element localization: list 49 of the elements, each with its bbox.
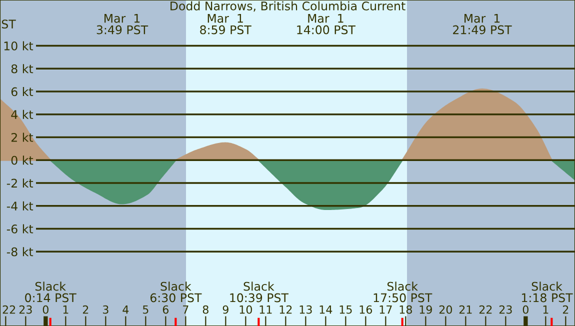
x-tick-label: 22: [479, 305, 492, 314]
x-tick-label: 14: [320, 306, 332, 314]
y-tick-label: -6 kt: [6, 224, 34, 234]
x-tick-label: 17: [380, 306, 392, 314]
x-tick-label: 7: [183, 306, 188, 314]
annotation: Slack 6:30 PST: [150, 282, 202, 302]
x-tick-label: 2: [562, 305, 568, 314]
x-tick-label: 20: [439, 305, 452, 314]
annotation: Slack 17:50 PST: [374, 282, 432, 302]
y-tick-label: 2 kt: [11, 132, 34, 142]
chart-title: Dodd Narrows, British Columbia Current: [170, 1, 406, 12]
y-tick-label: -2 kt: [6, 178, 34, 188]
y-tick-label: 4 kt: [11, 110, 34, 119]
annotation: Slack 0:14 PST: [25, 282, 76, 302]
x-tick-label: 6: [162, 305, 168, 314]
x-tick-label: 19: [420, 305, 432, 314]
x-tick-label: 12: [280, 305, 292, 314]
x-tick-label: 1: [543, 306, 548, 314]
y-tick-label: 10 kt: [4, 41, 34, 50]
x-tick-label: 13: [300, 305, 312, 314]
x-tick-label: 16: [360, 305, 372, 314]
x-tick-label: 0: [42, 305, 48, 314]
x-tick-label: 8: [202, 305, 208, 314]
x-tick-label: 11: [260, 306, 272, 314]
y-tick-label: -4 kt: [6, 201, 34, 210]
annotation: Mar 1 8:59 PST: [200, 14, 252, 34]
x-tick-label: 23: [499, 305, 512, 314]
x-tick-label: 4: [122, 306, 129, 314]
x-tick-label: 18: [400, 305, 412, 314]
y-tick-label: 6 kt: [11, 87, 34, 96]
x-tick-label: 3: [102, 305, 108, 314]
x-tick-label: 0: [522, 305, 528, 314]
y-tick-label: 8 kt: [11, 64, 34, 74]
x-tick-label: 9: [222, 305, 228, 314]
x-tick-label: 23: [19, 305, 32, 314]
x-tick-label: 5: [142, 306, 148, 314]
annotation: Mar 1 14:00 PST: [297, 14, 356, 34]
x-tick-label: 22: [2, 305, 16, 314]
x-tick-label: 1: [63, 306, 68, 314]
x-tick-label: 2: [82, 305, 88, 314]
annotation: Mar 1 3:49 PST: [96, 14, 148, 34]
annotation: Slack 10:39 PST: [230, 282, 288, 302]
x-tick-label: 21: [459, 305, 472, 314]
annotation: Mar 1 21:49 PST: [453, 14, 512, 34]
x-tick-label: 15: [340, 306, 352, 314]
x-tick-label: 10: [240, 305, 252, 314]
annotation: Slack 1:18 PST: [522, 282, 573, 302]
annotation: ST: [2, 20, 16, 29]
y-tick-label: -8 kt: [6, 247, 34, 256]
